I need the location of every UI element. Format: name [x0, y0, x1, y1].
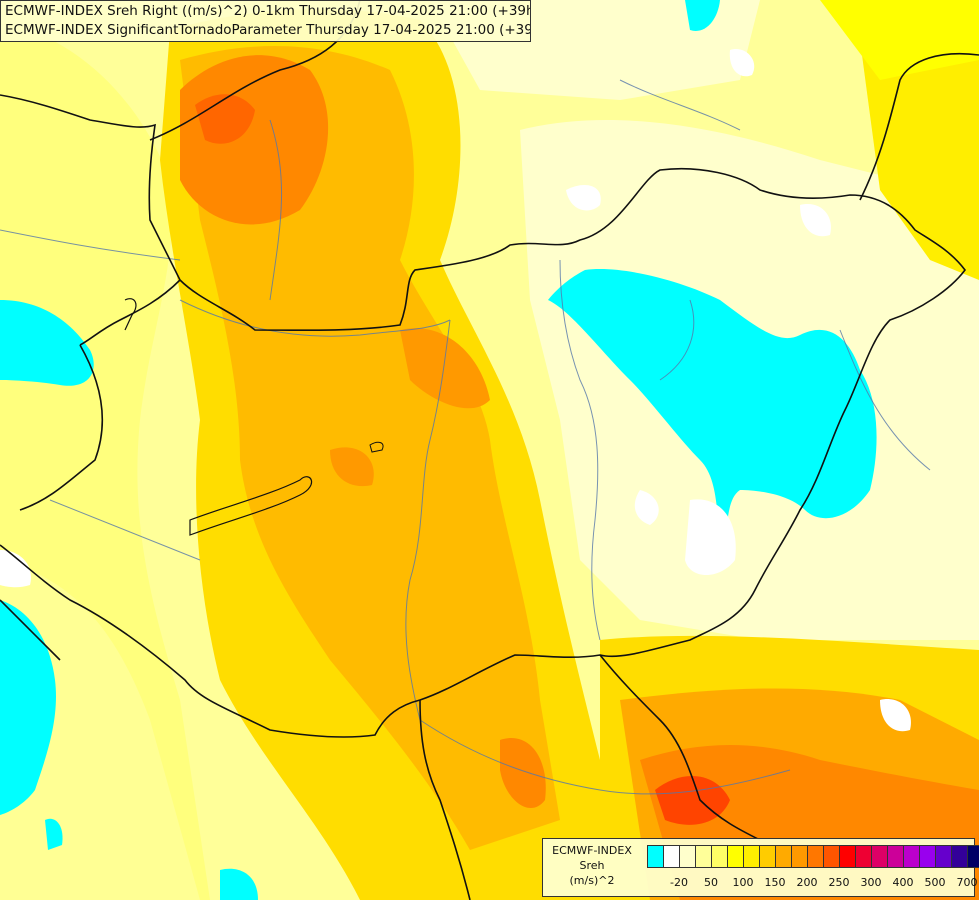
legend-swatch: [792, 846, 808, 867]
legend-swatch: [888, 846, 904, 867]
field-orange-south: [500, 738, 546, 809]
legend-ticks: -20 50 100 150 200 250 300 400 500 700: [647, 876, 977, 890]
legend-tick-label: 300: [860, 876, 882, 889]
legend-swatch: [664, 846, 680, 867]
legend-tick-label: 500: [924, 876, 946, 889]
legend-variable: Sreh: [579, 859, 605, 872]
field-amber-central: [180, 46, 560, 851]
color-legend: ECMWF-INDEX Sreh (m/s)^2 -20 50 100 150 200 2…: [542, 838, 979, 897]
legend-tick-label: 100: [732, 876, 754, 889]
field-orange-north: [180, 55, 329, 225]
field-cyan-southwest: [0, 600, 56, 815]
legend-swatch: [904, 846, 920, 867]
field-white-4: [729, 49, 755, 77]
field-orange-mid: [400, 328, 490, 409]
legend-tick-label: 150: [764, 876, 786, 889]
field-white-1: [685, 499, 736, 575]
rivers: [0, 79, 931, 795]
legend-swatch: [648, 846, 664, 867]
legend-swatch: [840, 846, 856, 867]
field-cyan-hungary: [548, 269, 877, 535]
legend-swatch: [824, 846, 840, 867]
field-yellow-top-right: [820, 0, 979, 80]
legend-swatch: [952, 846, 968, 867]
legend-tick-label: 700: [956, 876, 978, 889]
legend-swatch: [712, 846, 728, 867]
legend-unit: (m/s)^2: [569, 874, 615, 887]
map-title-box: ECMWF-INDEX Sreh Right ((m/s)^2) 0-1km T…: [0, 0, 531, 42]
field-cyan-west: [0, 300, 94, 386]
legend-tick-label: -20: [670, 876, 688, 889]
legend-tick-label: 400: [892, 876, 914, 889]
legend-swatch: [728, 846, 744, 867]
field-white-6: [800, 204, 831, 237]
legend-colorbar: [647, 845, 979, 868]
legend-swatch: [808, 846, 824, 867]
field-white-7: [880, 699, 911, 732]
legend-label: ECMWF-INDEX Sreh (m/s)^2: [543, 843, 641, 888]
legend-swatch: [680, 846, 696, 867]
legend-swatch: [856, 846, 872, 867]
legend-tick-label: 50: [704, 876, 718, 889]
legend-swatch: [968, 846, 979, 867]
legend-swatch: [872, 846, 888, 867]
field-white-3: [566, 185, 601, 211]
legend-swatch: [776, 846, 792, 867]
title-line-1: ECMWF-INDEX Sreh Right ((m/s)^2) 0-1km T…: [5, 3, 531, 19]
legend-tick-label: 200: [796, 876, 818, 889]
legend-swatch: [760, 846, 776, 867]
field-white-2: [634, 490, 659, 525]
legend-swatch: [920, 846, 936, 867]
legend-tick-label: 250: [828, 876, 850, 889]
field-yellow-northeast: [860, 20, 979, 280]
legend-swatch: [696, 846, 712, 867]
field-cyan-small: [45, 818, 63, 850]
field-cyan-top: [685, 0, 720, 31]
field-orange-north-core: [195, 94, 255, 144]
legend-swatch: [936, 846, 952, 867]
field-orange-patch: [330, 447, 374, 487]
legend-swatch: [744, 846, 760, 867]
field-white-5: [0, 550, 31, 588]
field-cyan-bottom: [220, 868, 258, 900]
title-line-2: ECMWF-INDEX SignificantTornadoParameter …: [5, 22, 531, 38]
legend-model: ECMWF-INDEX: [552, 844, 632, 857]
